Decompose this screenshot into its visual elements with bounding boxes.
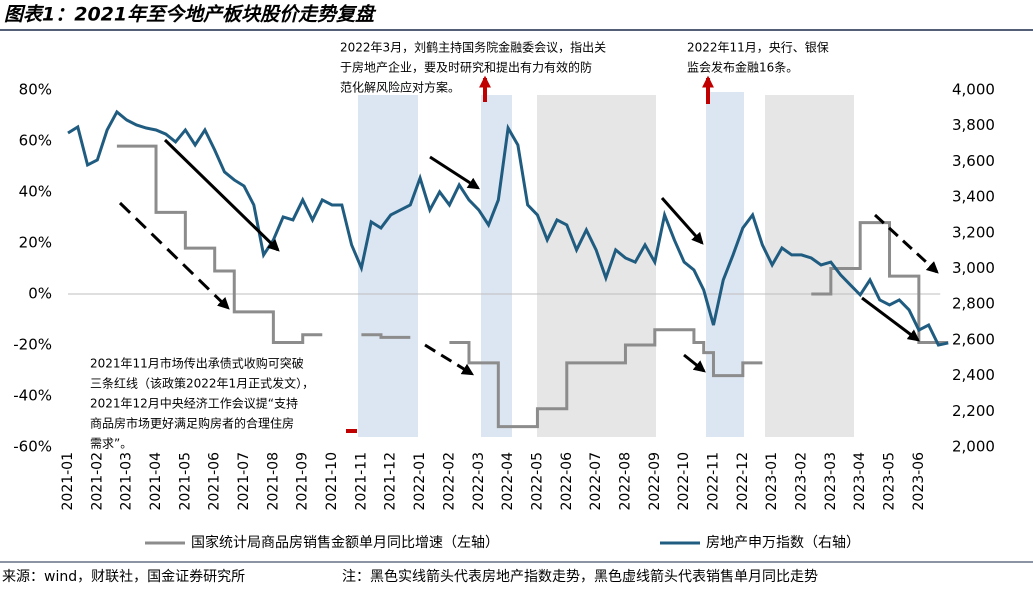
x-tick-label: 2022-11 (705, 452, 721, 511)
y2-tick-label: 3,400 (952, 188, 995, 206)
arrow (873, 213, 939, 274)
chart-title: 图表1：2021年至今地产板块股价走势复盘 (4, 4, 377, 26)
y-tick-label: -20% (13, 336, 52, 354)
x-tick-label: 2022-04 (500, 452, 516, 511)
note: 注：黑色实线箭头代表房地产指数走势，黑色虚线箭头代表销售单月同比走势 (342, 568, 818, 585)
band (537, 95, 656, 437)
x-tick-label: 2022-07 (588, 452, 604, 511)
band (706, 92, 744, 437)
annotation: 商品房市场更好满足购房者的合理住房 (90, 416, 294, 431)
band (765, 95, 854, 437)
annotation: 于房地产企业，要及时研究和提出有力有效的防 (340, 60, 592, 75)
y2-tick-label: 2,400 (952, 366, 995, 384)
legend: 国家统计局商品房销售金额单月同比增速（左轴） 房地产申万指数（右轴） (145, 534, 860, 551)
annotation: 2022年3月，刘鹤主持国务院金融委会议，指出关 (340, 40, 606, 55)
y-tick-label: 0% (28, 285, 52, 303)
x-tick-label: 2023-01 (764, 452, 780, 511)
x-tick-label: 2021-08 (265, 452, 281, 511)
annotation: 2021年11月市场传出承债式收购可突破 (90, 356, 304, 371)
x-tick-label: 2023-05 (882, 452, 898, 511)
y-tick-label: 40% (19, 183, 52, 201)
plot: -60% -40% -20% 0% 20% 40% 60% 80% 2,000 2,200 2,40… (13, 81, 995, 511)
x-tick-label: 2023-06 (911, 452, 927, 511)
y-tick-label: 20% (19, 234, 52, 252)
x-tick-label: 2022-06 (559, 452, 575, 511)
annotations: 2022年3月，刘鹤主持国务院金融委会议，指出关于房地产企业，要及时研究和提出有… (90, 40, 829, 451)
x-tick-label: 2021-03 (119, 452, 135, 511)
arrow (424, 343, 475, 376)
y-tick-label: 60% (19, 132, 52, 150)
y2-tick-label: 2,800 (952, 295, 995, 313)
annotation: 需求”。 (90, 437, 132, 451)
x-tick-label: 2022-03 (471, 452, 487, 511)
x-tick-label: 2021-01 (60, 452, 76, 511)
x-tick-label: 2022-01 (412, 452, 428, 511)
x-tick-label: 2021-05 (177, 452, 193, 511)
y-tick-label: -40% (13, 387, 52, 405)
x-tick-label: 2021-06 (207, 452, 223, 511)
x-tick-label: 2023-02 (794, 452, 810, 511)
arrow (861, 296, 920, 342)
x-tick-label: 2023-04 (852, 452, 868, 511)
arrow (429, 155, 481, 190)
legend-label: 房地产申万指数（右轴） (706, 535, 860, 551)
y2-tick-label: 3,600 (952, 152, 995, 170)
series-line (116, 144, 949, 429)
source: 来源：wind，财联社，国金证券研究所 (2, 569, 245, 585)
y-tick-label: 80% (19, 81, 52, 99)
annotation-box (84, 353, 346, 449)
band (358, 95, 418, 437)
shaded-periods (358, 92, 854, 437)
arrow (683, 353, 706, 373)
x-tick-label: 2021-11 (353, 452, 369, 511)
x-tick-label: 2021-12 (383, 452, 399, 511)
x-tick-label: 2022-02 (441, 452, 457, 511)
annotation: 监会发布金融16条。 (687, 60, 798, 75)
series-line (67, 109, 949, 347)
x-tick-label: 2021-04 (148, 452, 164, 511)
x-tick-label: 2021-09 (295, 452, 311, 511)
y2-tick-label: 2,000 (952, 438, 995, 456)
x-tick-label: 2022-08 (617, 452, 633, 511)
x-tick-label: 2022-05 (529, 452, 545, 511)
arrow (163, 138, 280, 252)
x-tick-label: 2023-03 (823, 452, 839, 511)
x-tick-label: 2021-02 (89, 452, 105, 511)
y2-tick-label: 2,200 (952, 402, 995, 420)
arrow (118, 201, 230, 310)
x-tick-label: 2022-09 (647, 452, 663, 511)
band (481, 95, 512, 437)
y-tick-label: -60% (13, 438, 52, 456)
y2-tick-label: 3,800 (952, 116, 995, 134)
x-tick-label: 2022-12 (735, 452, 751, 511)
x-tick-label: 2022-10 (676, 452, 692, 511)
annotation: 范化解风险应对方案。 (340, 80, 460, 95)
y2-tick-label: 2,600 (952, 330, 995, 348)
arrow (660, 197, 704, 245)
x-tick-label: 2021-10 (324, 452, 340, 511)
y2-tick-label: 3,200 (952, 223, 995, 241)
x-tick-label: 2021-07 (236, 452, 252, 511)
y2-tick-label: 3,000 (952, 259, 995, 277)
annotation: 2022年11月，央行、银保 (687, 41, 829, 55)
annotation: 2021年12月中央经济工作会议提“支持 (90, 396, 298, 411)
y2-tick-label: 4,000 (952, 81, 995, 99)
arrows (118, 138, 939, 376)
legend-label: 国家统计局商品房销售金额单月同比增速（左轴） (191, 534, 499, 551)
annotation: 三条红线（该政策2022年1月正式发文）， (90, 376, 314, 391)
